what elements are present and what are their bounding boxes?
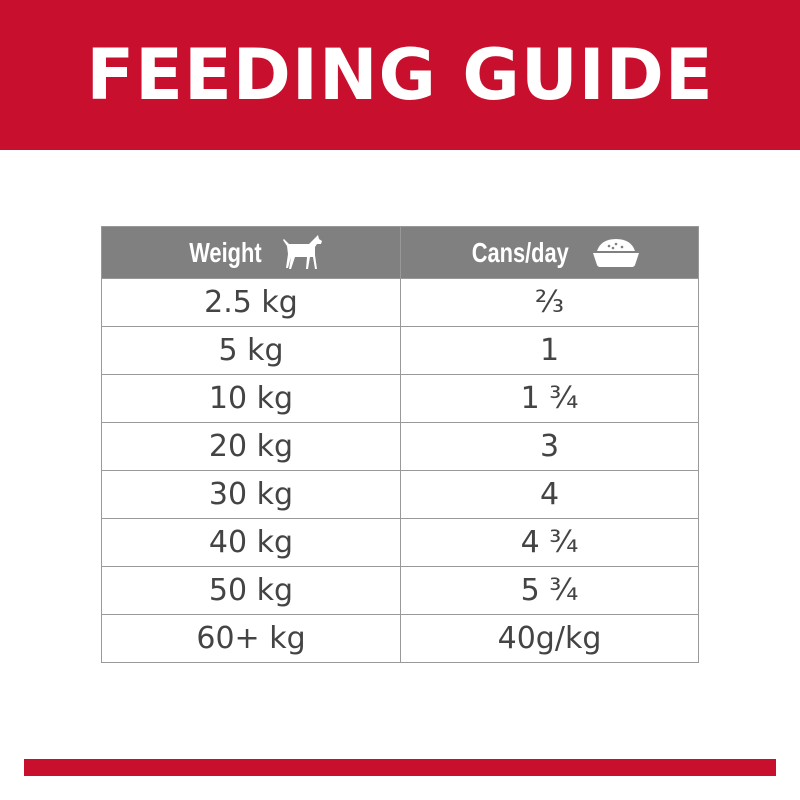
cans-cell: 3 bbox=[400, 422, 699, 471]
feeding-table: Weight Cans/day 2.5 kg ⅔ 5 kg 1 10 kg 1 ¾ 2… bbox=[101, 226, 699, 663]
footer-bar bbox=[24, 759, 776, 776]
table-row: 2.5 kg ⅔ bbox=[101, 278, 699, 327]
table-row: 10 kg 1 ¾ bbox=[101, 374, 699, 423]
weight-cell: 30 kg bbox=[101, 470, 401, 519]
weight-cell: 20 kg bbox=[101, 422, 401, 471]
weight-cell: 2.5 kg bbox=[101, 278, 401, 327]
cans-cell: 1 ¾ bbox=[400, 374, 699, 423]
title-banner: FEEDING GUIDE bbox=[0, 0, 800, 150]
cans-cell: 4 bbox=[400, 470, 699, 519]
header-weight: Weight bbox=[101, 226, 401, 279]
cans-cell: 1 bbox=[400, 326, 699, 375]
weight-cell: 5 kg bbox=[101, 326, 401, 375]
table-row: 60+ kg 40g/kg bbox=[101, 614, 699, 663]
cans-cell: 4 ¾ bbox=[400, 518, 699, 567]
table-row: 5 kg 1 bbox=[101, 326, 699, 375]
table-row: 30 kg 4 bbox=[101, 470, 699, 519]
table-row: 50 kg 5 ¾ bbox=[101, 566, 699, 615]
cans-cell: 40g/kg bbox=[400, 614, 699, 663]
weight-cell: 40 kg bbox=[101, 518, 401, 567]
table-row: 40 kg 4 ¾ bbox=[101, 518, 699, 567]
weight-cell: 50 kg bbox=[101, 566, 401, 615]
header-cans-per-day: Cans/day bbox=[400, 226, 699, 279]
table-row: 20 kg 3 bbox=[101, 422, 699, 471]
page-title: FEEDING GUIDE bbox=[86, 34, 714, 116]
dog-icon bbox=[283, 234, 323, 269]
weight-cell: 10 kg bbox=[101, 374, 401, 423]
food-bowl-icon bbox=[592, 239, 639, 268]
table-header-row: Weight Cans/day bbox=[101, 226, 699, 279]
weight-cell: 60+ kg bbox=[101, 614, 401, 663]
cans-cell: ⅔ bbox=[400, 278, 699, 327]
cans-cell: 5 ¾ bbox=[400, 566, 699, 615]
